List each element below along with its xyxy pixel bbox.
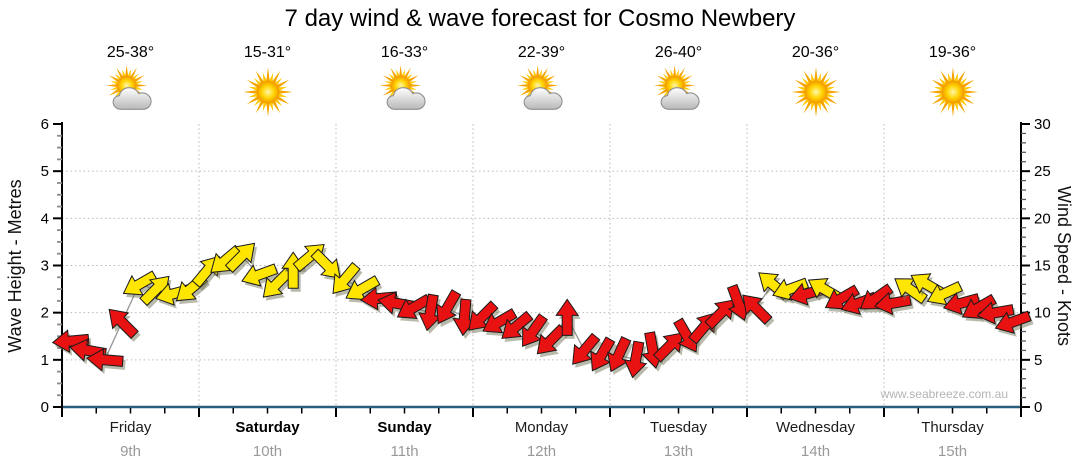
- left-tick-label: 1: [41, 352, 49, 369]
- right-tick-label: 0: [1034, 399, 1042, 416]
- wind-arrow: [976, 301, 1015, 325]
- right-tick-label: 25: [1034, 163, 1051, 180]
- wind-arrow: [501, 310, 534, 339]
- wind-arrow: [572, 332, 601, 365]
- day-date-label: 14th: [800, 443, 831, 460]
- wind-arrow: [359, 286, 398, 311]
- day-name-label: Sunday: [377, 419, 432, 436]
- right-tick-label: 10: [1034, 305, 1051, 322]
- day-name-label: Wednesday: [776, 419, 855, 436]
- right-tick-label: 20: [1034, 210, 1051, 227]
- left-axis-label: Wave Height - Metres: [5, 179, 25, 353]
- day-date-label: 9th: [120, 443, 141, 460]
- wind-arrow: [85, 347, 124, 372]
- right-axis-label: Wind Speed - Knots: [1054, 185, 1074, 347]
- wind-arrow: [522, 313, 549, 347]
- day-temp-label: 22-39°: [517, 44, 566, 61]
- wind-arrow: [623, 340, 648, 379]
- day-date-label: 11th: [390, 443, 419, 460]
- day-name-label: Monday: [514, 419, 569, 436]
- wind-arrow: [772, 277, 810, 301]
- right-tick-label: 5: [1034, 352, 1042, 369]
- wind-arrow: [241, 263, 279, 287]
- sun-cloud-icon: [653, 64, 705, 118]
- left-tick-label: 4: [41, 210, 49, 227]
- wind-arrow: [310, 248, 341, 279]
- wind-arrow: [555, 298, 580, 336]
- left-tick-label: 2: [41, 305, 49, 322]
- sun-cloud-icon: [516, 64, 568, 118]
- wind-arrow: [418, 293, 442, 332]
- day-name-label: Saturday: [235, 419, 300, 436]
- day-temp-label: 19-36°: [928, 44, 977, 61]
- day-date-label: 10th: [252, 443, 283, 460]
- wind-arrow: [436, 289, 462, 325]
- wind-arrow: [894, 278, 929, 305]
- day-name-label: Friday: [109, 419, 152, 436]
- day-name-label: Thursday: [921, 419, 984, 436]
- wind-arrow: [742, 294, 773, 325]
- day-temp-label: 20-36°: [791, 44, 840, 61]
- wind-arrow: [468, 300, 499, 331]
- day-temp-label: 16-33°: [380, 44, 429, 61]
- right-tick-label: 15: [1034, 258, 1051, 275]
- wind-arrow: [108, 308, 139, 340]
- day-temp-label: 26-40°: [654, 44, 703, 61]
- sun-cloud-icon: [105, 64, 157, 118]
- wind-arrow: [224, 242, 256, 274]
- wind-arrow: [590, 336, 616, 372]
- left-tick-label: 6: [41, 116, 49, 133]
- day-date-label: 12th: [526, 443, 557, 460]
- wind-arrow: [942, 292, 981, 316]
- day-date-label: 15th: [937, 443, 968, 460]
- chart-title: 7 day wind & wave forecast for Cosmo New…: [284, 5, 796, 32]
- left-tick-label: 0: [41, 399, 49, 416]
- wind-arrow: [926, 280, 963, 306]
- wind-arrow: [482, 308, 518, 334]
- left-tick-label: 3: [41, 258, 49, 275]
- wind-arrow: [994, 310, 1032, 334]
- wind-arrow: [51, 329, 90, 354]
- wind-arrow: [262, 267, 294, 298]
- wind-arrow: [345, 275, 381, 301]
- wind-arrow: [824, 284, 860, 310]
- left-tick-label: 5: [41, 163, 49, 180]
- day-name-label: Tuesday: [650, 419, 707, 436]
- day-date-label: 13th: [663, 443, 694, 460]
- right-tick-label: 30: [1034, 116, 1051, 133]
- sun-icon: [927, 66, 979, 118]
- sun-icon: [242, 66, 294, 118]
- wind-arrow: [536, 324, 568, 355]
- day-temp-label: 25-38°: [106, 44, 155, 61]
- wind-arrow: [607, 336, 632, 373]
- sun-cloud-icon: [379, 64, 431, 118]
- wind-arrow: [122, 270, 158, 296]
- watermark: www.seabreeze.com.au: [880, 387, 1008, 401]
- wind-arrow: [396, 293, 432, 319]
- day-temp-label: 15-31°: [243, 44, 292, 61]
- wind-arrow: [332, 261, 361, 295]
- sun-icon: [790, 66, 842, 118]
